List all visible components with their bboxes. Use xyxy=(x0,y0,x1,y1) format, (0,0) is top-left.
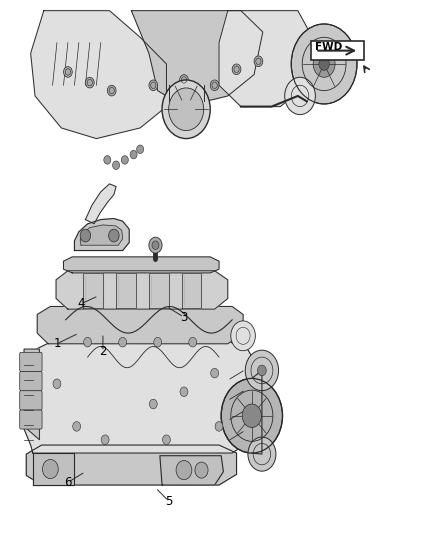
Circle shape xyxy=(291,24,357,104)
Circle shape xyxy=(210,80,219,91)
Circle shape xyxy=(137,145,144,154)
Polygon shape xyxy=(37,306,243,344)
Circle shape xyxy=(113,161,120,169)
Text: 1: 1 xyxy=(53,337,61,350)
Circle shape xyxy=(121,156,128,164)
Circle shape xyxy=(85,77,94,88)
Circle shape xyxy=(104,156,111,164)
Circle shape xyxy=(109,229,119,242)
Text: 6: 6 xyxy=(64,476,72,489)
FancyBboxPatch shape xyxy=(20,372,42,391)
Text: 3: 3 xyxy=(180,311,187,324)
Polygon shape xyxy=(219,11,315,107)
Circle shape xyxy=(64,67,72,77)
Polygon shape xyxy=(24,341,258,453)
Circle shape xyxy=(149,399,157,409)
Polygon shape xyxy=(33,453,74,485)
Polygon shape xyxy=(74,219,129,251)
Text: FWD: FWD xyxy=(315,42,342,52)
Polygon shape xyxy=(31,11,166,139)
Circle shape xyxy=(254,56,263,67)
Circle shape xyxy=(221,378,283,453)
Circle shape xyxy=(42,459,58,479)
Polygon shape xyxy=(56,271,228,309)
FancyBboxPatch shape xyxy=(20,391,42,410)
Circle shape xyxy=(245,350,279,391)
FancyBboxPatch shape xyxy=(20,352,42,372)
Circle shape xyxy=(84,337,92,347)
Circle shape xyxy=(73,422,81,431)
Circle shape xyxy=(130,150,137,159)
Circle shape xyxy=(149,80,158,91)
Circle shape xyxy=(154,337,162,347)
Circle shape xyxy=(162,80,210,139)
Circle shape xyxy=(101,435,109,445)
Text: 5: 5 xyxy=(165,495,172,507)
Polygon shape xyxy=(24,349,39,440)
Polygon shape xyxy=(182,273,201,308)
Circle shape xyxy=(242,404,261,427)
Polygon shape xyxy=(26,445,237,485)
Circle shape xyxy=(152,241,159,249)
Circle shape xyxy=(149,237,162,253)
Circle shape xyxy=(248,437,276,471)
Circle shape xyxy=(231,321,255,351)
Circle shape xyxy=(169,88,204,131)
FancyBboxPatch shape xyxy=(311,41,364,60)
Circle shape xyxy=(189,337,197,347)
Circle shape xyxy=(180,75,188,85)
Polygon shape xyxy=(85,184,116,224)
Circle shape xyxy=(211,368,219,378)
Circle shape xyxy=(53,379,61,389)
Polygon shape xyxy=(64,257,219,273)
Polygon shape xyxy=(160,456,223,485)
Circle shape xyxy=(319,58,329,70)
Circle shape xyxy=(215,422,223,431)
Circle shape xyxy=(232,64,241,75)
Circle shape xyxy=(176,461,192,480)
Polygon shape xyxy=(80,225,123,245)
Circle shape xyxy=(258,365,266,376)
Text: 4: 4 xyxy=(77,297,85,310)
Polygon shape xyxy=(131,11,263,107)
Circle shape xyxy=(313,51,335,77)
Polygon shape xyxy=(83,273,103,308)
Polygon shape xyxy=(116,273,136,308)
Circle shape xyxy=(162,435,170,445)
Text: 2: 2 xyxy=(99,345,107,358)
Polygon shape xyxy=(149,273,169,308)
FancyBboxPatch shape xyxy=(20,410,42,429)
Circle shape xyxy=(195,462,208,478)
Circle shape xyxy=(107,85,116,96)
Circle shape xyxy=(180,387,188,397)
Circle shape xyxy=(80,229,91,242)
Circle shape xyxy=(285,77,315,115)
Circle shape xyxy=(119,337,127,347)
